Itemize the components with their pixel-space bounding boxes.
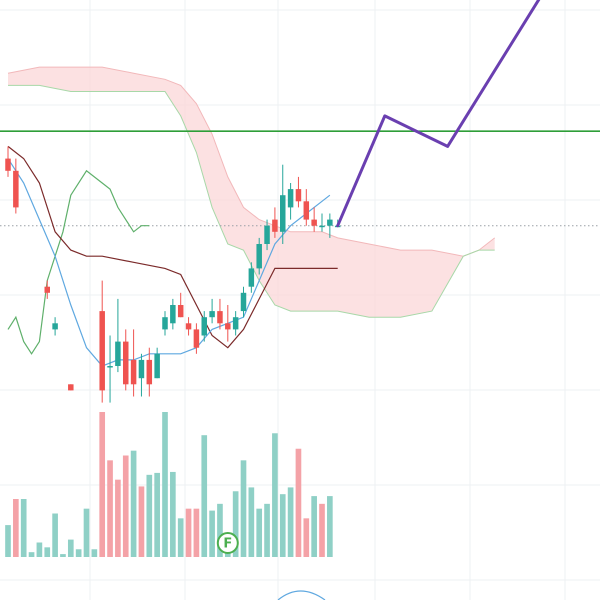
volume-bar [99, 412, 106, 557]
candle-body [177, 305, 184, 318]
volume-bar [272, 433, 278, 557]
volume-bar [115, 479, 121, 557]
candle-body [248, 268, 255, 287]
candle-body [287, 189, 294, 208]
volume-bar [295, 448, 302, 557]
cloud-upper-edge [7, 66, 496, 257]
candle-body [146, 359, 153, 385]
candle-body [130, 359, 137, 385]
lagging-span-line [7, 169, 150, 355]
candle-body [13, 170, 19, 208]
candle-body [201, 317, 207, 336]
candle-body [256, 244, 262, 269]
volume-bar [154, 472, 160, 557]
candle-body [217, 311, 223, 324]
volume-bar [217, 503, 223, 557]
volume-bar [13, 499, 19, 557]
volume-bar [303, 518, 310, 557]
volume-bar [287, 487, 294, 557]
volume-bar [130, 450, 137, 557]
projection-path [336, 0, 541, 228]
candle-body [52, 323, 58, 330]
earnings-badge[interactable]: F [216, 532, 239, 554]
candle-body [303, 201, 310, 220]
base-line [7, 145, 338, 349]
volume-bar [107, 460, 113, 557]
candle-body [154, 353, 160, 379]
volume-bar [138, 486, 145, 557]
volume-bar [5, 525, 11, 557]
ichimoku-cloud [8, 67, 495, 318]
earnings-badge-label: F [223, 537, 232, 552]
volume-bar [185, 508, 192, 557]
candle-body [193, 329, 200, 348]
candle-body [280, 195, 286, 232]
candle-body [115, 341, 121, 366]
volume-bar [279, 494, 286, 557]
volume-bar [83, 508, 90, 557]
oscillator-curve [277, 590, 326, 600]
volume-bar [264, 503, 270, 557]
volume-bar [91, 549, 98, 557]
volume-bar [67, 539, 74, 557]
volume-bar [28, 552, 35, 557]
candle-body [138, 359, 145, 379]
volume-bar [75, 549, 82, 557]
volume-bar [52, 513, 58, 557]
candle-body [327, 219, 333, 226]
volume-bar [146, 474, 153, 557]
volume-bar [201, 435, 208, 557]
candle-body [225, 323, 231, 330]
candle-body [311, 219, 317, 226]
volume-bar [193, 508, 200, 557]
candle-body [209, 311, 215, 318]
volume-bar [209, 510, 215, 557]
candle-body [264, 225, 270, 244]
volume-bar [44, 547, 51, 557]
volume-bar [256, 508, 263, 557]
volume-bar [36, 542, 43, 557]
volume-bar [162, 412, 168, 557]
candle-body [272, 219, 278, 232]
earnings-badge-circle [216, 532, 239, 554]
candle-body [44, 286, 50, 293]
candle-body [99, 311, 105, 391]
volume-bar [319, 503, 325, 557]
volume-bar [170, 471, 176, 557]
volume-bar [60, 554, 66, 557]
candle-body [68, 384, 74, 391]
volume-bar [232, 491, 239, 557]
candle-body [240, 292, 247, 312]
candle-body [162, 317, 168, 330]
volume-bar [311, 496, 317, 557]
candle-body [232, 317, 239, 330]
volume-bar [20, 499, 27, 557]
candle-body [295, 189, 302, 202]
volume-bar [327, 496, 333, 557]
volume-bar [122, 455, 129, 557]
candle-body [5, 158, 11, 171]
volume-bar [240, 460, 247, 557]
candle-body [319, 225, 325, 228]
candle-body [170, 305, 176, 324]
volume-bar [248, 487, 255, 557]
candle-body [107, 366, 113, 368]
candle-body [185, 323, 192, 330]
volume-bar [177, 518, 184, 557]
candle-body [123, 341, 129, 385]
